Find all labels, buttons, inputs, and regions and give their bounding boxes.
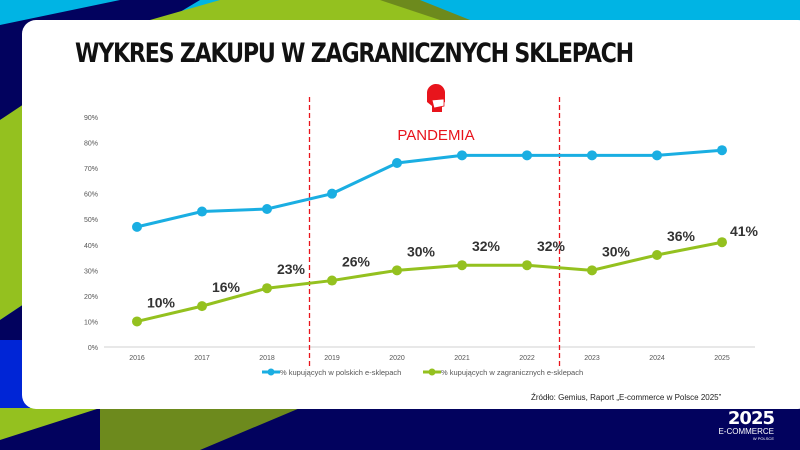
data-point [392,265,402,276]
x-tick-label: 2020 [389,355,405,362]
x-tick-label: 2019 [324,355,340,362]
x-tick-label: 2021 [454,355,470,362]
source-note: Źródło: Gemius, Raport „E-commerce w Pol… [531,393,722,402]
data-point [262,204,272,214]
data-label: 10% [147,294,176,310]
data-point [652,250,662,260]
data-label: 32% [472,238,501,254]
data-point [457,260,467,271]
data-point [132,316,142,327]
x-tick-label: 2024 [649,355,665,362]
ecommerce-logo: 2025 E-COMMERCE W POLSCE [718,408,775,442]
masked-person-icon [426,83,445,112]
x-tick-label: 2025 [714,355,730,362]
y-tick-label: 80% [84,141,98,148]
legend-label: % kupujących w zagranicznych e-sklepach [441,368,583,377]
data-point [652,150,662,161]
data-label: 23% [277,261,306,277]
y-tick-label: 20% [84,294,98,301]
content-card [22,20,800,409]
data-label: 30% [407,243,436,259]
legend-marker [428,368,436,376]
x-tick-label: 2023 [584,355,600,362]
y-tick-label: 0% [88,345,98,352]
data-label: 36% [667,228,696,244]
legend-label: % kupujących w polskich e-sklepach [280,368,401,377]
logo-year: 2025 [727,408,775,429]
data-point [392,158,402,168]
series-line-1 [136,240,723,323]
x-tick-label: 2016 [129,355,145,362]
page-title: WYKRES ZAKUPU W ZAGRANICZNYCH SKLEPACH [75,38,634,69]
data-point [522,260,532,271]
data-point [587,265,597,276]
logo-sub: W POLSCE [752,436,774,441]
y-tick-label: 10% [84,319,98,326]
data-label: 32% [537,238,566,254]
series-line-0 [136,148,723,229]
x-tick-label: 2022 [519,355,535,362]
data-point [197,301,207,312]
y-tick-label: 70% [84,166,98,173]
pandemic-label: PANDEMIA [397,127,474,144]
data-point [327,188,337,199]
y-tick-label: 60% [84,192,98,199]
data-point [197,206,207,217]
data-point [717,145,727,156]
x-tick-label: 2017 [194,355,210,362]
y-tick-label: 40% [84,243,98,250]
data-point [587,150,597,161]
data-point [327,275,337,286]
data-point [457,150,467,161]
y-tick-label: 50% [84,217,98,224]
legend-marker [267,368,275,376]
data-label: 30% [602,243,631,259]
x-tick-label: 2018 [259,355,275,362]
data-point [717,237,727,248]
data-label: 26% [342,254,371,270]
data-label: 41% [730,223,759,239]
data-point [262,283,272,294]
data-point [132,221,142,232]
data-point [522,150,532,161]
logo-name: E-COMMERCE [718,427,774,436]
y-tick-label: 30% [84,268,98,275]
data-label: 16% [212,279,241,295]
y-tick-label: 90% [84,115,98,122]
